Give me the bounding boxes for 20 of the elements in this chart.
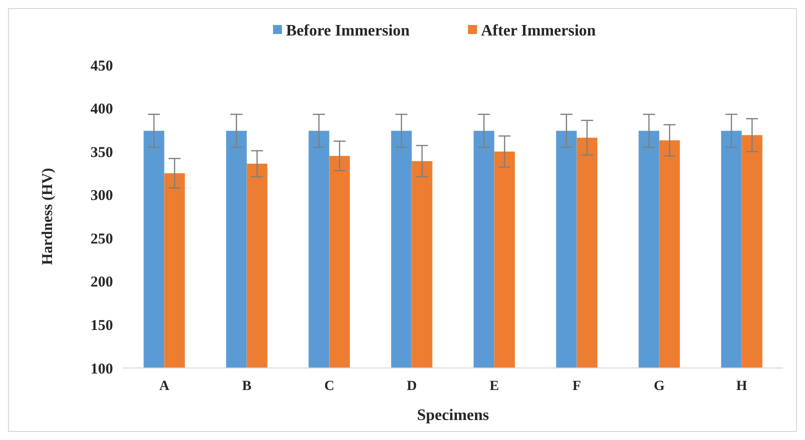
y-tick-label: 250 <box>90 231 113 248</box>
x-axis-title: Specimens <box>417 407 489 424</box>
y-tick-label: 350 <box>90 144 113 161</box>
y-tick-label: 400 <box>90 102 113 118</box>
x-tick-label: F <box>572 379 582 394</box>
y-tick-label: 100 <box>90 361 113 378</box>
x-tick-label: H <box>736 379 748 394</box>
y-tick-label: 450 <box>90 58 113 74</box>
x-tick-label: B <box>242 379 252 394</box>
y-tick-label: 200 <box>90 274 113 291</box>
y-axis-title: Hardness (HV) <box>40 168 56 266</box>
legend-label: After Immersion <box>481 22 596 40</box>
x-tick-label: D <box>406 379 417 394</box>
x-tick-label: A <box>159 379 170 394</box>
x-tick-label: C <box>324 379 334 394</box>
legend-label: Before Immersion <box>286 22 410 40</box>
y-tick-label: 300 <box>90 188 113 204</box>
y-tick-label: 150 <box>90 318 113 334</box>
x-tick-label: G <box>654 379 665 394</box>
x-tick-label: E <box>490 379 499 394</box>
